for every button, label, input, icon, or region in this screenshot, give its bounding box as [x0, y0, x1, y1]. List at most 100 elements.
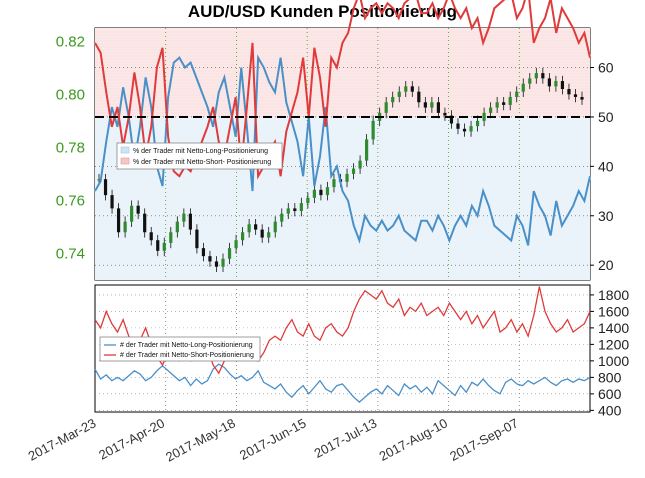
candle-body [365, 139, 369, 161]
count-tick-label: 600 [598, 386, 622, 402]
candle-body [286, 208, 290, 214]
candle-body [260, 229, 264, 238]
legend-swatch-short [120, 157, 130, 165]
candle-body [267, 232, 271, 238]
candle-body [208, 256, 212, 262]
candle-body [462, 128, 467, 132]
short-percent-line [94, 0, 591, 180]
percent-tick-label: 30 [598, 208, 614, 224]
bottom-panel-grid [95, 285, 590, 412]
candle-body [247, 224, 251, 233]
candle-body [201, 248, 206, 257]
candle-body [306, 197, 310, 204]
bottom-legend: # der Trader mit Netto-Long-Positionieru… [99, 336, 261, 362]
candle-body [110, 195, 114, 209]
candle-body [391, 96, 395, 103]
candle-body [293, 208, 297, 212]
candle-body [332, 179, 336, 188]
count-tick-label: 1200 [598, 336, 629, 352]
candle-body [319, 189, 323, 196]
date-tick-label: 2017-Jun-15 [237, 415, 308, 463]
legend-label-long: % der Trader mit Netto-Long-Positionieru… [133, 148, 268, 155]
legend-label-short: % der Trader mit Netto-Short- Positionie… [133, 159, 271, 166]
count-tick-label: 1000 [598, 353, 629, 369]
candle-body [449, 115, 454, 124]
candle-body [554, 81, 558, 87]
percent-tick-label: 50 [598, 109, 614, 125]
price-tick-label: 0.80 [56, 86, 85, 103]
candle-body [103, 179, 108, 196]
candle-body [482, 112, 486, 121]
count-tick-label: 800 [598, 369, 622, 385]
candle-body [528, 78, 532, 84]
candle-body [169, 232, 173, 243]
top-legend: % der Trader mit Netto-Long-Positionieru… [116, 142, 283, 170]
candle-body [489, 107, 493, 113]
percent-tick-label: 60 [598, 60, 614, 76]
long-percent-line [94, 54, 591, 246]
candle-body [371, 120, 375, 140]
date-tick-label: 2017-Aug-10 [377, 415, 450, 464]
top-panel-background [95, 28, 590, 280]
candle-body [312, 189, 316, 198]
candle-body [547, 78, 551, 87]
top-panel-series [94, 0, 591, 246]
candle-body [541, 73, 545, 79]
candle-body [351, 168, 356, 174]
candle-body [280, 213, 284, 222]
candle-body [97, 179, 101, 181]
candle-body [273, 221, 277, 233]
candle-body [325, 187, 330, 196]
legend-label-long-count: # der Trader mit Netto-Long-Positionieru… [120, 342, 253, 349]
candle-body [299, 203, 303, 212]
percent-axis: 20 30 40 50 60 [590, 60, 614, 273]
price-tick-label: 0.78 [56, 139, 85, 156]
date-tick-label: 2017-Mar-23 [26, 415, 99, 463]
candle-body [182, 213, 186, 222]
price-tick-label: 0.76 [56, 192, 85, 209]
candle-body [130, 205, 134, 222]
chart-title: AUD/USD Kunden Positionierung [187, 2, 458, 21]
candle-body [495, 102, 499, 108]
price-tick-label: 0.74 [56, 245, 85, 262]
legend-swatch-long [120, 146, 130, 154]
date-tick-label: 2017-Sep-07 [447, 415, 520, 464]
candle-body [469, 126, 473, 132]
price-axis: 0.74 0.76 0.78 0.80 0.82 [56, 33, 85, 262]
candle-body [227, 248, 232, 259]
count-tick-label: 1800 [598, 287, 629, 303]
candle-body [567, 89, 571, 95]
candle-body [240, 232, 245, 241]
candle-body [149, 232, 153, 241]
candle-body [521, 83, 525, 92]
candle-body [404, 86, 408, 92]
date-tick-label: 2017-Apr-20 [96, 415, 167, 462]
percent-tick-label: 20 [598, 257, 614, 273]
long-count-line [94, 363, 591, 403]
candle-body [423, 102, 427, 108]
price-candles [97, 67, 584, 273]
count-tick-label: 1600 [598, 303, 629, 319]
candle-body [515, 91, 519, 97]
candle-body [508, 96, 512, 105]
legend-label-short-count: # der Trader mit Netto-Short-Positionier… [120, 352, 254, 359]
candle-body [345, 173, 349, 182]
candle-body [475, 120, 480, 127]
candle-body [417, 91, 421, 103]
candle-body [136, 205, 140, 214]
candle-body [580, 96, 584, 100]
price-tick-label: 0.82 [56, 33, 85, 50]
candle-body [410, 86, 414, 92]
candle-body [116, 208, 121, 233]
count-tick-label: 400 [598, 402, 622, 418]
candle-body [175, 221, 179, 233]
candle-body [254, 224, 258, 230]
candle-body [384, 102, 388, 113]
candle-body [436, 102, 441, 113]
candle-body [534, 73, 538, 79]
candle-body [162, 242, 166, 251]
candle-body [573, 94, 578, 97]
